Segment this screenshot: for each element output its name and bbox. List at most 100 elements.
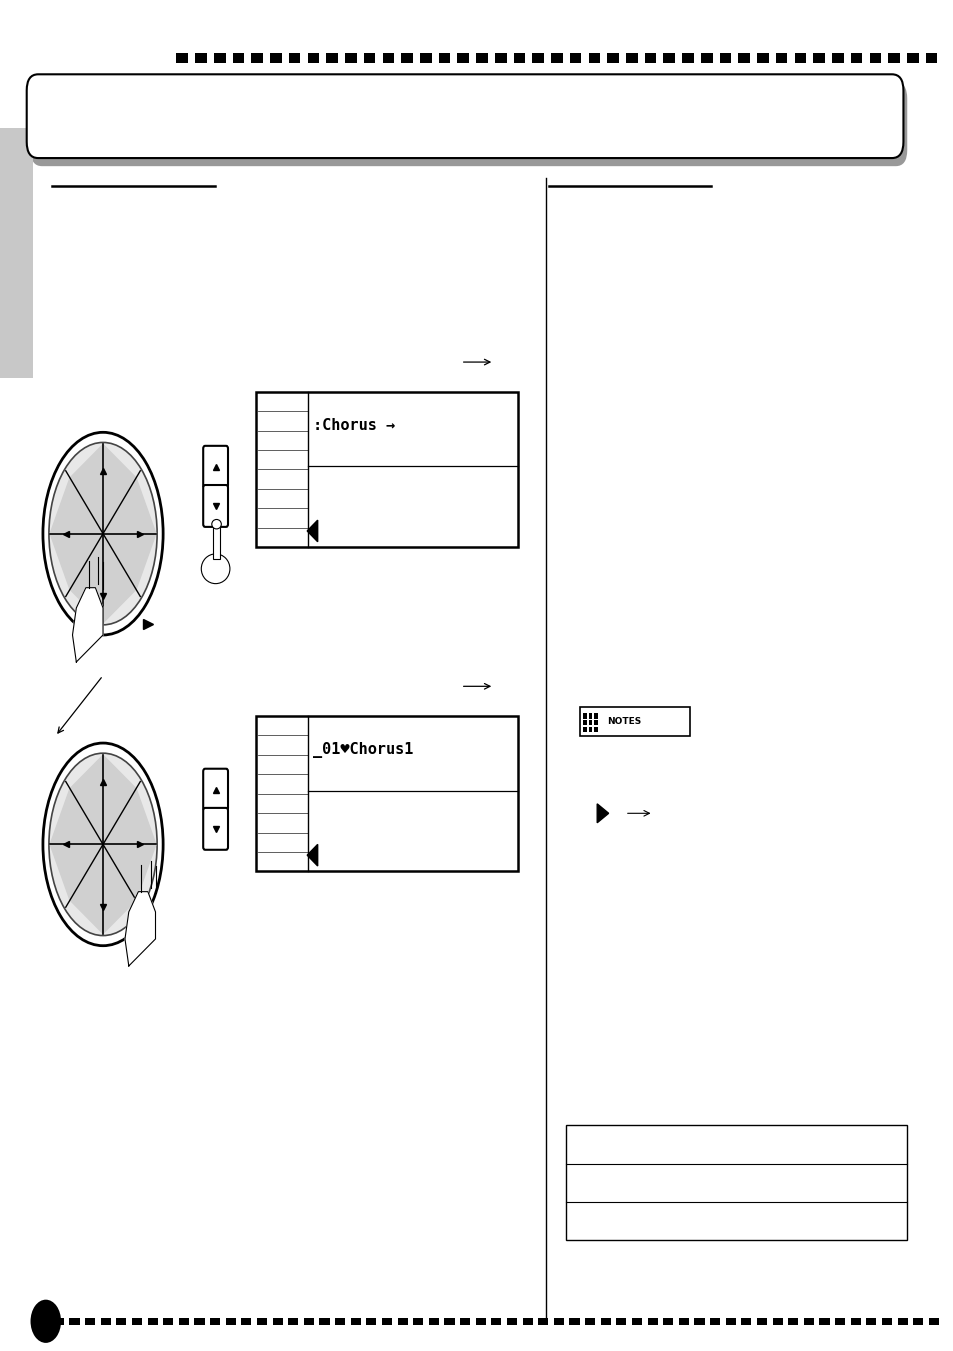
Bar — [132, 1319, 142, 1324]
Bar — [582, 720, 586, 725]
FancyBboxPatch shape — [203, 485, 228, 527]
FancyBboxPatch shape — [203, 769, 228, 811]
Bar — [194, 1319, 204, 1324]
Bar — [681, 53, 693, 63]
Polygon shape — [70, 844, 136, 934]
Bar — [719, 53, 731, 63]
Polygon shape — [307, 844, 317, 866]
Bar — [537, 1319, 548, 1324]
Polygon shape — [103, 478, 155, 589]
Bar — [569, 53, 580, 63]
Bar — [210, 1319, 220, 1324]
Bar — [700, 53, 712, 63]
Bar — [928, 1319, 938, 1324]
Bar — [600, 1319, 610, 1324]
Bar — [116, 1319, 127, 1324]
Bar — [438, 53, 450, 63]
Bar — [176, 53, 188, 63]
Bar — [881, 1319, 891, 1324]
Bar — [725, 1319, 735, 1324]
Bar — [413, 1319, 423, 1324]
Bar — [252, 53, 263, 63]
Bar — [70, 1319, 79, 1324]
Bar — [491, 1319, 501, 1324]
Polygon shape — [51, 789, 103, 900]
Bar — [457, 53, 469, 63]
Bar — [850, 53, 862, 63]
Bar — [850, 1319, 860, 1324]
Bar — [551, 53, 562, 63]
Bar — [195, 53, 207, 63]
Bar — [303, 1319, 314, 1324]
Polygon shape — [307, 520, 317, 542]
Bar — [289, 53, 300, 63]
Polygon shape — [70, 534, 136, 623]
Bar — [382, 53, 394, 63]
Bar — [865, 1319, 876, 1324]
Bar — [594, 727, 598, 732]
Text: _01♥Chorus1: _01♥Chorus1 — [313, 742, 413, 758]
Bar — [270, 53, 281, 63]
Bar — [647, 1319, 657, 1324]
Bar — [101, 1319, 111, 1324]
Bar — [366, 1319, 376, 1324]
Bar — [307, 53, 319, 63]
Bar — [868, 53, 881, 63]
Bar — [594, 713, 598, 719]
Bar — [476, 1319, 485, 1324]
Bar — [513, 53, 525, 63]
Bar — [226, 1319, 235, 1324]
Bar — [897, 1319, 907, 1324]
Bar — [401, 53, 413, 63]
Bar — [178, 1319, 189, 1324]
Bar — [326, 53, 337, 63]
Text: :Chorus →: :Chorus → — [313, 419, 395, 434]
Ellipse shape — [49, 754, 157, 936]
Bar — [579, 707, 689, 736]
Bar — [631, 1319, 641, 1324]
Bar — [584, 1319, 595, 1324]
Bar — [616, 1319, 626, 1324]
Bar — [787, 1319, 798, 1324]
Bar — [255, 716, 517, 871]
Bar — [831, 53, 842, 63]
Bar — [241, 1319, 252, 1324]
Polygon shape — [72, 588, 103, 662]
Bar — [288, 1319, 298, 1324]
Bar — [662, 53, 675, 63]
Polygon shape — [125, 892, 155, 966]
Bar — [740, 1319, 751, 1324]
Bar — [757, 53, 768, 63]
Bar — [625, 53, 637, 63]
Bar — [709, 1319, 720, 1324]
Bar — [397, 1319, 407, 1324]
Bar — [38, 1319, 49, 1324]
Bar — [756, 1319, 766, 1324]
FancyBboxPatch shape — [30, 82, 906, 166]
Bar — [85, 1319, 95, 1324]
Bar — [428, 1319, 438, 1324]
Bar — [532, 53, 543, 63]
Bar — [554, 1319, 563, 1324]
Bar — [813, 53, 824, 63]
Bar — [213, 526, 220, 559]
Ellipse shape — [49, 443, 157, 624]
Bar — [775, 53, 786, 63]
Bar — [444, 1319, 455, 1324]
Bar — [644, 53, 656, 63]
Bar — [163, 1319, 173, 1324]
Bar — [924, 53, 937, 63]
Bar — [53, 1319, 64, 1324]
Bar — [233, 53, 244, 63]
Bar — [345, 53, 356, 63]
Bar — [273, 1319, 282, 1324]
Bar — [569, 1319, 579, 1324]
Polygon shape — [51, 478, 103, 589]
Bar — [419, 53, 431, 63]
Ellipse shape — [43, 432, 163, 635]
Bar — [255, 392, 517, 547]
Bar — [887, 53, 899, 63]
Bar — [819, 1319, 829, 1324]
FancyBboxPatch shape — [203, 808, 228, 850]
Bar — [738, 53, 749, 63]
